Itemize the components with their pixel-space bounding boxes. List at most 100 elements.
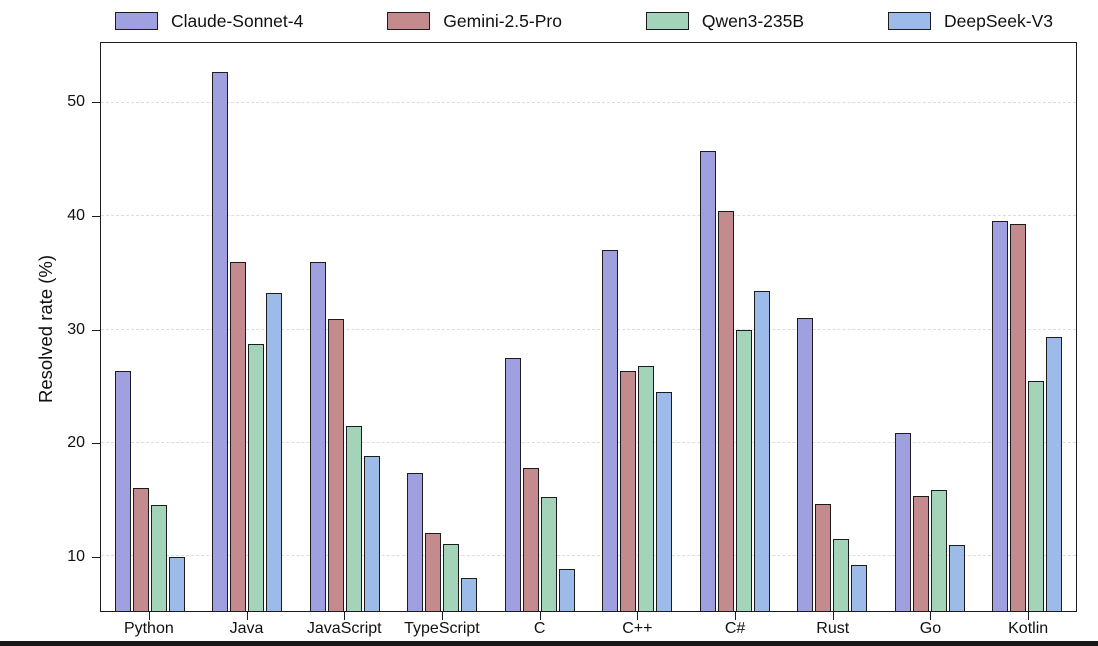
bar-c-qwen3-235b: [540, 497, 557, 611]
x-tick-mark-C++: [637, 612, 639, 620]
bar-c#-gemini-2.5-pro: [717, 210, 734, 611]
y-tick-mark-50: [92, 102, 100, 104]
x-tick-mark-Go: [930, 612, 932, 620]
y-tick-mark-20: [92, 443, 100, 445]
bar-kotlin-gemini-2.5-pro: [1010, 224, 1027, 611]
x-tick-label-Java: Java: [229, 620, 264, 637]
bar-python-deepseek-v3: [168, 557, 185, 611]
bar-python-gemini-2.5-pro: [132, 488, 149, 611]
bar-group-typescript: [394, 43, 492, 611]
x-tick-label-C: C: [533, 620, 546, 637]
bar-rust-claude-sonnet-4: [797, 318, 814, 611]
bar-c#-deepseek-v3: [753, 291, 770, 611]
bar-group-kotlin: [979, 43, 1077, 611]
bar-group-java: [199, 43, 297, 611]
bar-c-gemini-2.5-pro: [522, 467, 539, 611]
gridlines: [101, 43, 1076, 611]
x-tick-label-TypeScript: TypeScript: [404, 620, 480, 637]
y-tick-label-50: 50: [67, 93, 85, 111]
x-tick-label-Python: Python: [123, 620, 174, 637]
x-tick-mark-TypeScript: [441, 612, 443, 620]
bar-javascript-gemini-2.5-pro: [327, 319, 344, 611]
x-tick-mark-Kotlin: [1028, 612, 1030, 620]
gridline-10: [101, 555, 1076, 557]
bar-java-claude-sonnet-4: [212, 72, 229, 611]
bar-rust-deepseek-v3: [851, 565, 868, 611]
x-tick-mark-C#: [735, 612, 737, 620]
x-tick-mark-Python: [148, 612, 150, 620]
bar-c#-qwen3-235b: [735, 329, 752, 611]
plot-area: [100, 42, 1077, 612]
y-tick-label-10: 10: [67, 547, 85, 565]
bar-c-claude-sonnet-4: [504, 357, 521, 611]
bar-group-c: [491, 43, 589, 611]
x-tick-label-JavaScript: JavaScript: [306, 620, 382, 637]
x-tick-label-C++: C++: [622, 620, 653, 637]
bar-javascript-deepseek-v3: [363, 456, 380, 611]
bar-group-python: [101, 43, 199, 611]
y-tick-mark-10: [92, 556, 100, 558]
bar-java-deepseek-v3: [266, 293, 283, 611]
bar-c++-gemini-2.5-pro: [620, 371, 637, 611]
bar-go-gemini-2.5-pro: [912, 496, 929, 611]
bar-typescript-claude-sonnet-4: [407, 473, 424, 611]
bar-kotlin-qwen3-235b: [1028, 380, 1045, 611]
bar-go-deepseek-v3: [948, 544, 965, 611]
bar-group-javascript: [296, 43, 394, 611]
bar-group-go: [881, 43, 979, 611]
x-tick-mark-C: [539, 612, 541, 620]
x-tick-label-Kotlin: Kotlin: [1008, 620, 1049, 637]
bar-java-qwen3-235b: [248, 344, 265, 611]
x-tick-mark-Java: [246, 612, 248, 620]
legend-item-deepseek-v3: DeepSeek-V3: [888, 11, 1053, 32]
bar-go-claude-sonnet-4: [894, 432, 911, 611]
bar-c++-deepseek-v3: [656, 391, 673, 611]
legend-item-qwen3-235b: Qwen3-235B: [645, 10, 805, 32]
y-tick-mark-40: [92, 215, 100, 217]
bar-group-c++: [589, 43, 687, 611]
bar-c-deepseek-v3: [558, 568, 575, 611]
bar-kotlin-claude-sonnet-4: [992, 220, 1009, 611]
y-tick-mark-30: [92, 329, 100, 331]
bar-kotlin-deepseek-v3: [1046, 337, 1063, 611]
bar-python-claude-sonnet-4: [114, 371, 131, 611]
chart-legend: Claude-Sonnet-4 Gemini-2.5-Pro Qwen3-235B D…: [115, 6, 1053, 36]
bar-python-qwen3-235b: [150, 505, 167, 611]
bar-java-gemini-2.5-pro: [230, 261, 247, 611]
x-tick-label-Go: Go: [919, 620, 942, 637]
bar-c++-claude-sonnet-4: [602, 250, 619, 611]
legend-item-claude-sonnet-4: Claude-Sonnet-4: [115, 11, 303, 32]
x-tick-label-C#: C#: [724, 620, 746, 637]
bar-javascript-claude-sonnet-4: [309, 261, 326, 611]
bar-c++-qwen3-235b: [638, 365, 655, 611]
y-tick-label-20: 20: [67, 434, 85, 452]
y-tick-label-30: 30: [67, 320, 85, 338]
bar-typescript-qwen3-235b: [443, 543, 460, 611]
gridline-30: [101, 328, 1076, 330]
bar-javascript-qwen3-235b: [345, 425, 362, 611]
x-tick-mark-JavaScript: [344, 612, 346, 620]
legend-swatch-icon: [387, 12, 431, 30]
gridline-50: [101, 102, 1076, 104]
legend-swatch-icon: [645, 12, 689, 30]
bar-group-rust: [784, 43, 882, 611]
bar-rust-gemini-2.5-pro: [815, 503, 832, 611]
bar-typescript-gemini-2.5-pro: [425, 533, 442, 611]
y-tick-label-40: 40: [67, 206, 85, 224]
bar-groups: [101, 43, 1076, 611]
bar-go-qwen3-235b: [930, 490, 947, 611]
bar-typescript-deepseek-v3: [461, 577, 478, 611]
bar-group-c#: [686, 43, 784, 611]
legend-label: Gemini-2.5-Pro: [443, 10, 562, 31]
bar-c#-claude-sonnet-4: [699, 150, 716, 611]
gridline-20: [101, 441, 1076, 443]
legend-label: Qwen3-235B: [701, 10, 805, 31]
x-tick-label-Rust: Rust: [816, 620, 850, 637]
legend-item-gemini-2.5-pro: Gemini-2.5-Pro: [387, 11, 562, 32]
gridline-40: [101, 215, 1076, 217]
legend-swatch-icon: [115, 12, 158, 30]
legend-label: DeepSeek-V3: [944, 10, 1053, 31]
bottom-edge-strip: [0, 641, 1098, 646]
x-tick-mark-Rust: [832, 612, 834, 620]
